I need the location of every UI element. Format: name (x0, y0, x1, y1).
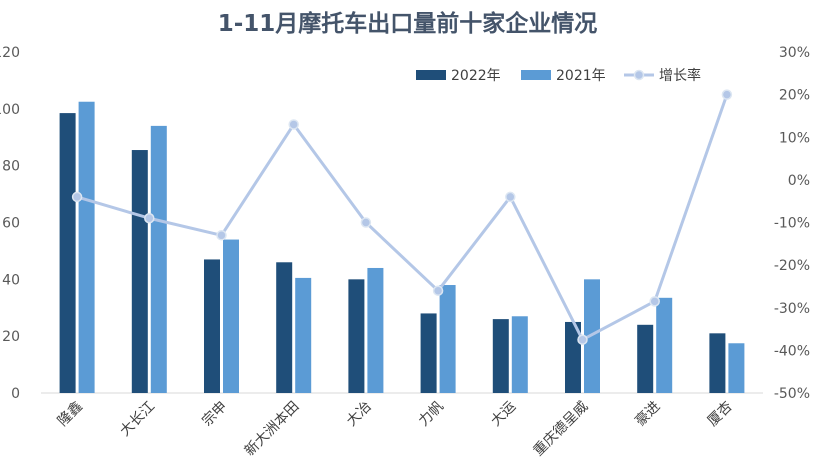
bar-2022年-重庆德呈威 (565, 321, 581, 393)
category-label: 重庆德呈威 (531, 399, 592, 460)
growth-line (76, 94, 729, 342)
right-axis-tick-label: 20% (779, 88, 810, 104)
category-labels: 隆鑫 大长江 宗申 新大洲本田 大冶 力帆 大运 重庆德呈威 豪进 厦杏 (54, 398, 736, 460)
bar-2021年-新大洲本田 (295, 277, 312, 393)
growth-point-力帆 (432, 285, 444, 296)
bar-2022年-力帆 (420, 313, 437, 393)
category-label: 隆鑫 (54, 398, 86, 430)
left-axis-tick-label: 0 (11, 386, 20, 402)
growth-point-宗申 (216, 230, 227, 241)
category-label: 宗申 (199, 399, 230, 430)
growth-point-大运 (505, 191, 516, 203)
left-axis-tick-label: 120 (0, 45, 20, 61)
growth-line-series (71, 89, 733, 345)
legend-swatch-2021年 (521, 70, 551, 80)
left-axis-tick-label: 100 (0, 102, 20, 118)
bar-2021年-力帆 (439, 285, 456, 393)
bar-2022年-宗申 (204, 259, 220, 393)
category-label: 大长江 (117, 399, 158, 440)
category-label: 新大洲本田 (242, 399, 303, 460)
legend-label: 增长率 (659, 67, 701, 84)
legend-swatch-2022年 (416, 70, 446, 80)
bar-2021年-隆鑫 (78, 101, 95, 394)
bar-2022年-大长江 (131, 150, 148, 393)
right-axis-tick-label: -20% (774, 258, 810, 274)
bar-2021年-豪进 (656, 297, 673, 393)
right-axis-tick-label: 10% (779, 130, 810, 146)
right-axis-tick-label: 30% (779, 45, 810, 61)
right-axis-tick-label: 0% (788, 173, 810, 189)
bar-2022年-厦杏 (709, 333, 726, 393)
growth-point-大长江 (144, 212, 155, 224)
bar-2022年-大冶 (348, 279, 365, 393)
bar-2022年-豪进 (637, 324, 654, 393)
right-axis-tick-label: -10% (774, 216, 810, 232)
legend-marker (633, 69, 645, 81)
category-label: 大冶 (344, 399, 375, 430)
bar-2021年-大长江 (150, 125, 167, 393)
growth-point-重庆德呈威 (577, 334, 588, 345)
bar-2022年-隆鑫 (59, 113, 76, 394)
right-axis-ticks: -50% -40% -30% -20% -10% 0% 10% 20% 30% (774, 45, 810, 402)
growth-point-厦杏 (721, 89, 733, 100)
right-axis-tick-label: -30% (774, 301, 810, 317)
growth-point-隆鑫 (71, 191, 83, 203)
left-axis-tick-label: 40 (2, 272, 20, 288)
growth-point-新大洲本田 (288, 119, 299, 130)
left-axis-ticks: 0 20 40 60 80 100 120 (0, 45, 20, 402)
bar-2021年-大冶 (367, 267, 384, 393)
bar-2022年-大运 (492, 319, 509, 393)
bar-2021年-大运 (511, 316, 528, 393)
legend-label: 2022年 (451, 68, 501, 84)
category-label: 厦杏 (705, 399, 736, 430)
bar-2021年-宗申 (223, 239, 239, 393)
legend-label: 2021年 (556, 68, 606, 84)
category-label: 豪进 (632, 399, 663, 430)
right-axis-tick-label: -50% (774, 386, 810, 402)
right-axis-tick-label: -40% (774, 343, 810, 359)
legend: 2022年 2021年 增长率 (416, 67, 701, 84)
category-label: 力帆 (416, 399, 447, 430)
growth-point-豪进 (649, 296, 660, 307)
growth-point-大冶 (360, 217, 372, 228)
left-axis-tick-label: 60 (2, 216, 20, 232)
category-label: 大运 (488, 399, 519, 430)
chart-title: 1-11月摩托车出口量前十家企业情况 (217, 11, 598, 37)
left-axis-tick-label: 20 (2, 329, 20, 345)
left-axis-tick-label: 80 (2, 159, 20, 175)
bars (59, 101, 745, 394)
bar-2021年-厦杏 (728, 343, 745, 393)
bar-2022年-新大洲本田 (276, 262, 293, 393)
